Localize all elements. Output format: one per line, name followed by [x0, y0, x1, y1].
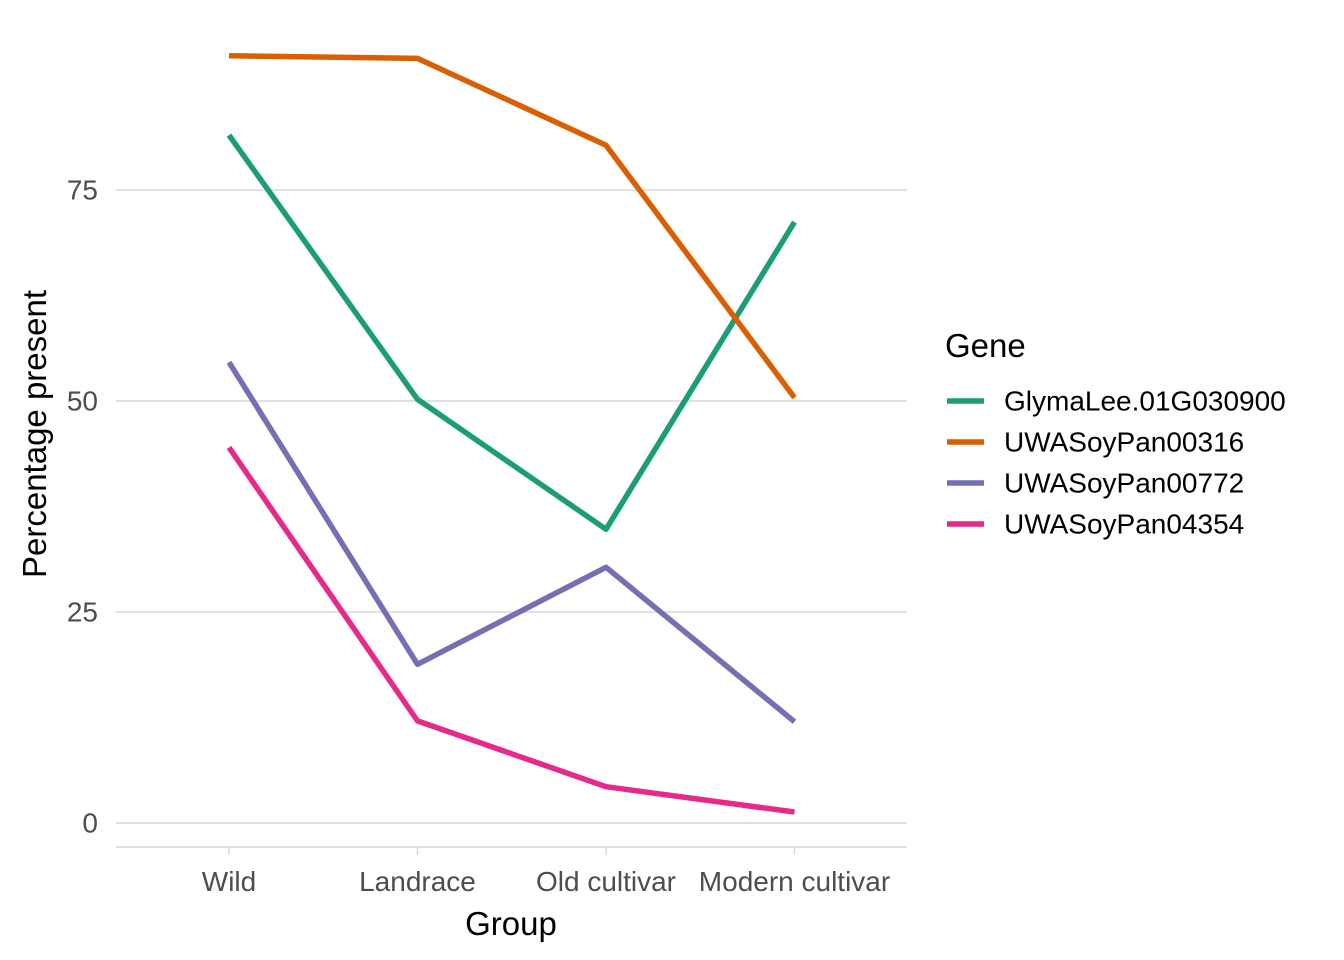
legend-label: UWASoyPan04354 [1004, 509, 1244, 540]
x-tick-label: Modern cultivar [699, 866, 890, 897]
legend-items: GlymaLee.01G030900 UWASoyPan00316 UWASoyPa… [947, 386, 1286, 540]
legend-label: UWASoyPan00316 [1004, 427, 1244, 458]
grid-lines [116, 189, 907, 824]
y-tick-label: 75 [67, 175, 98, 206]
legend-label: GlymaLee.01G030900 [1004, 386, 1286, 417]
x-axis-title: Group [465, 905, 557, 942]
y-tick-label: 0 [82, 808, 98, 839]
x-tick-label: Wild [202, 866, 256, 897]
series-line-2 [228, 53, 797, 400]
x-tick-label: Landrace [359, 866, 476, 897]
series-line-3 [226, 360, 797, 724]
legend-label: UWASoyPan00772 [1004, 468, 1244, 499]
y-tick-label: 50 [67, 386, 98, 417]
y-axis-title: Percentage present [16, 290, 53, 578]
series-line-1 [226, 133, 797, 533]
series-lines [226, 53, 797, 815]
tick-labels: 0 25 50 75 Wild Landrace Old cultivar Modern cu… [67, 175, 890, 898]
legend-title: Gene [945, 327, 1026, 364]
axes [116, 846, 907, 855]
legend: Gene GlymaLee.01G030900 UWASoyPan00316 UWA… [945, 327, 1286, 540]
series-line-4 [226, 445, 795, 815]
y-tick-label: 25 [67, 597, 98, 628]
x-tick-label: Old cultivar [536, 866, 676, 897]
